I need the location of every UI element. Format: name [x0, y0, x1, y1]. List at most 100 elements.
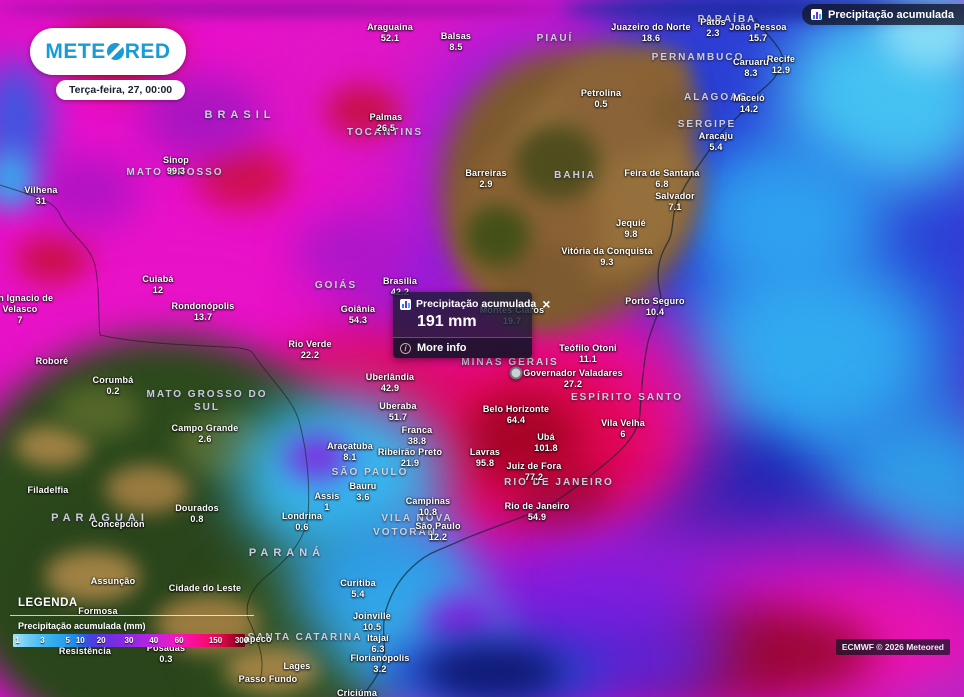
city-name: Vila Velha	[601, 418, 645, 428]
city-name: Rio Verde	[288, 339, 332, 349]
city-name: Porto Seguro	[625, 296, 685, 306]
city-precipitation-value: 6.8	[655, 178, 669, 189]
city-label: Assis 1	[314, 491, 339, 513]
legend-tick: 10	[75, 636, 85, 645]
city-label: Posadas 0.3	[147, 643, 185, 665]
city-label: Caruaru 8.3	[733, 57, 769, 79]
city-name: Lages	[283, 661, 311, 671]
city-name: Goiânia	[340, 304, 376, 314]
layer-chip[interactable]: Precipitação acumulada	[802, 4, 964, 25]
city-label: Franca 38.8	[402, 425, 433, 447]
city-label: Ubá 101.8	[534, 432, 558, 454]
city-name: Feira de Santana	[624, 168, 700, 178]
city-name: Resistência	[58, 646, 112, 656]
city-precipitation-value: 26.5	[376, 122, 396, 133]
city-label: Rondonópolis 13.7	[172, 301, 235, 323]
city-precipitation-value: 95.8	[475, 457, 495, 468]
city-name: Caruaru	[733, 57, 769, 67]
city-label: Goiânia 54.3	[341, 304, 375, 326]
city-name: Londrina	[281, 511, 323, 521]
city-name: Vitória da Conquista	[561, 246, 653, 256]
city-label: Campinas 10.8	[406, 496, 451, 518]
city-label: Aracaju 5.4	[699, 131, 733, 153]
legend-scale-label: Precipitação acumulada (mm)	[18, 621, 146, 631]
city-label: Uberlândia 42.9	[366, 372, 415, 394]
map-blob	[45, 550, 140, 602]
state-label: BAHIA	[554, 170, 596, 181]
state-label: SÃO PAULO	[331, 467, 409, 478]
city-label: Londrina 0.6	[282, 511, 322, 533]
map-blob	[15, 235, 90, 283]
city-label: Filadelfia	[27, 485, 68, 496]
legend-tick: 1	[15, 636, 20, 645]
city-label: Resistência	[59, 646, 111, 657]
legend-color-bar: 1 3 5 10 20 30 40 60 150 300	[13, 634, 248, 647]
city-name: Posadas	[146, 643, 186, 653]
city-name: Belo Horizonte	[482, 404, 550, 414]
legend-divider	[10, 615, 254, 616]
city-precipitation-value: 0.3	[159, 653, 173, 664]
city-precipitation-value: 0.8	[190, 513, 204, 524]
city-precipitation-value: 21.9	[400, 457, 420, 468]
map-blob	[0, 0, 560, 18]
city-precipitation-value: 52.1	[380, 32, 400, 43]
city-label: Teófilo Otoni 11.1	[559, 343, 616, 365]
city-label: Joinville 10.5	[353, 611, 391, 633]
legend-tick: 20	[96, 636, 106, 645]
city-precipitation-value: 0.6	[295, 521, 309, 532]
city-label: Palmas 26.5	[370, 112, 403, 134]
city-name: Petrolina	[580, 88, 622, 98]
legend-title: LEGENDA	[18, 597, 78, 609]
city-precipitation-value: 10.4	[645, 306, 665, 317]
city-label: Campo Grande 2.6	[172, 423, 239, 445]
city-name: Rondonópolis	[171, 301, 235, 311]
city-precipitation-value: 11.1	[579, 353, 597, 364]
city-name: Itajaí	[367, 633, 389, 643]
brand-text: METE RED	[45, 39, 171, 63]
city-precipitation-value: 6	[620, 428, 626, 439]
city-label: Itajaí 6.3	[367, 633, 389, 655]
city-name: Juiz de Fora	[506, 461, 562, 471]
city-name: Franca	[401, 425, 433, 435]
city-name: Vilhena	[24, 185, 58, 195]
city-precipitation-value: 5.4	[351, 588, 365, 599]
city-name: Cidade do Leste	[168, 583, 242, 593]
city-precipitation-value: 2.3	[706, 27, 720, 38]
city-name: Rio de Janeiro	[504, 501, 570, 511]
city-name: Assunção	[90, 576, 136, 586]
state-label: MATO GROSSO DO SUL	[146, 389, 268, 413]
city-name: Passo Fundo	[238, 674, 298, 684]
city-label: Feira de Santana 6.8	[624, 168, 699, 190]
city-precipitation-value: 42.9	[380, 382, 400, 393]
close-icon[interactable]: ×	[542, 296, 551, 312]
city-name: Maceió	[733, 93, 765, 103]
state-label: SERGIPE	[677, 119, 737, 130]
legend-tick: 60	[174, 636, 184, 645]
city-precipitation-value: 12	[152, 284, 164, 295]
city-name: Criciúma	[336, 688, 378, 697]
city-precipitation-value: 2.9	[479, 178, 493, 189]
city-name: Patos	[700, 17, 726, 27]
state-label: ESPÍRITO SANTO	[570, 392, 684, 403]
more-info-button[interactable]: i More info	[393, 337, 532, 358]
map-blob	[55, 385, 140, 437]
city-label: Governador Valadares 27.2	[523, 368, 623, 390]
legend-tick: 150	[208, 636, 223, 645]
city-label: Roboré	[36, 356, 69, 367]
city-name: São Paulo	[415, 521, 461, 531]
city-name: Uberlândia	[365, 372, 415, 382]
city-name: Ubá	[537, 432, 555, 442]
city-label: Cidade do Leste	[169, 583, 242, 594]
city-label: Petrolina 0.5	[581, 88, 621, 110]
city-name: Juazeiro do Norte	[611, 22, 691, 32]
selected-point-marker[interactable]	[509, 366, 523, 380]
city-label: Vila Velha 6	[601, 418, 645, 440]
city-label: Araçatuba 8.1	[327, 441, 373, 463]
city-precipitation-value: 27.2	[563, 378, 583, 389]
city-label: Araguaína 52.1	[367, 22, 413, 44]
map-blob	[425, 645, 560, 697]
city-label: Rio de Janeiro 54.9	[505, 501, 570, 523]
city-precipitation-value: 22.2	[300, 349, 320, 360]
city-label: Corumbá 0.2	[93, 375, 134, 397]
city-label: Vitória da Conquista 9.3	[561, 246, 652, 268]
